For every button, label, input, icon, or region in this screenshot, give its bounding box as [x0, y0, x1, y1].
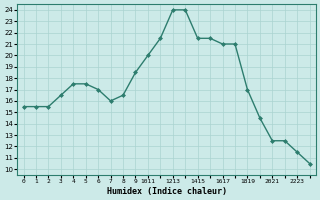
- X-axis label: Humidex (Indice chaleur): Humidex (Indice chaleur): [107, 187, 227, 196]
